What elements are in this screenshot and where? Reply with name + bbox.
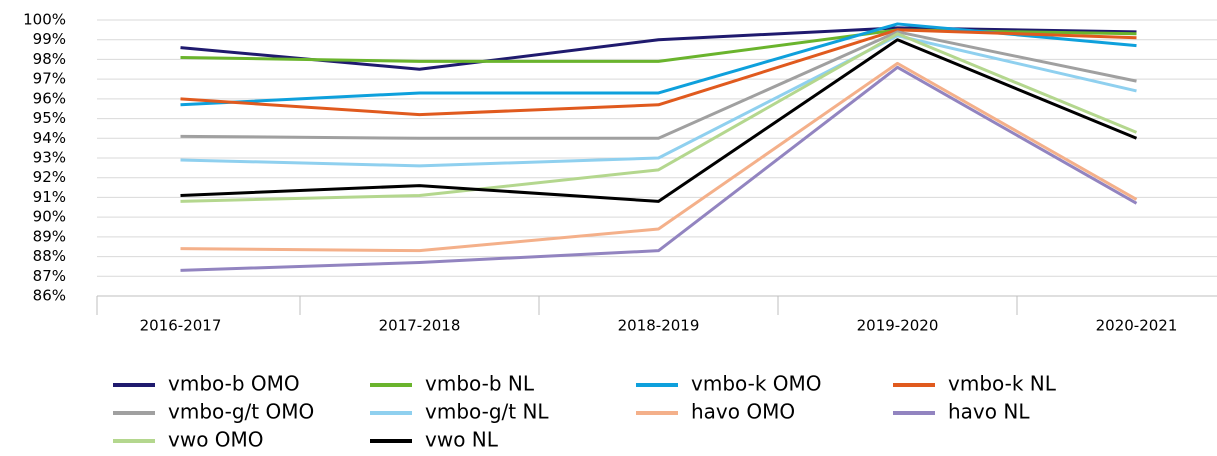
legend-label: vwo OMO xyxy=(168,428,264,452)
y-tick-label: 96% xyxy=(33,89,66,107)
x-tick-label: 2018-2019 xyxy=(618,317,700,335)
x-tick-label: 2016-2017 xyxy=(140,317,222,335)
y-tick-label: 94% xyxy=(33,129,66,147)
y-tick-label: 91% xyxy=(33,188,66,206)
y-tick-label: 90% xyxy=(33,208,66,226)
legend-label: vmbo-k OMO xyxy=(691,372,822,396)
series-line xyxy=(180,30,1137,140)
x-tick-label: 2017-2018 xyxy=(379,317,461,335)
series-line xyxy=(180,61,1138,253)
y-tick-label: 86% xyxy=(33,287,66,305)
legend-label: vmbo-b OMO xyxy=(168,372,300,396)
y-tick-label: 95% xyxy=(33,109,66,127)
y-tick-label: 98% xyxy=(33,50,66,68)
series-line xyxy=(180,26,1137,71)
legend-label: vwo NL xyxy=(425,428,499,452)
y-tick-label: 93% xyxy=(33,149,66,167)
series-line xyxy=(180,38,1138,203)
x-tick-label: 2020-2021 xyxy=(1096,317,1178,335)
y-tick-label: 89% xyxy=(33,227,66,245)
y-tick-label: 100% xyxy=(23,11,66,29)
y-tick-label: 92% xyxy=(33,168,66,186)
series-line xyxy=(180,22,1137,107)
y-tick-label: 97% xyxy=(33,70,66,88)
legend-label: vmbo-g/t OMO xyxy=(168,400,314,424)
series-line xyxy=(180,34,1137,168)
series-line xyxy=(180,65,1138,272)
series-line xyxy=(180,28,1137,117)
y-tick-label: 99% xyxy=(33,30,66,48)
legend-label: vmbo-k NL xyxy=(948,372,1057,396)
y-tick-label: 87% xyxy=(33,267,66,285)
legend-label: havo OMO xyxy=(691,400,795,424)
y-tick-label: 88% xyxy=(33,247,66,265)
legend-label: vmbo-g/t NL xyxy=(425,400,549,424)
series-line xyxy=(180,32,1138,203)
legend-label: vmbo-b NL xyxy=(425,372,535,396)
legend-label: havo NL xyxy=(948,400,1030,424)
x-tick-label: 2019-2020 xyxy=(857,317,939,335)
